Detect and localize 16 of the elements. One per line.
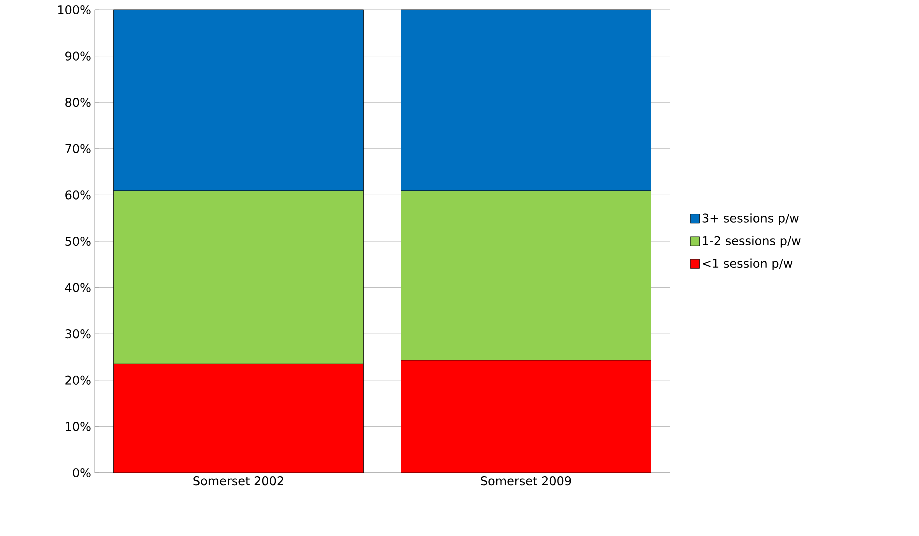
y-tick-label: 20% xyxy=(66,376,91,385)
x-tick-label: Somerset 2009 xyxy=(481,476,572,486)
y-tick-label: 10% xyxy=(66,422,91,432)
y-tick-label: 90% xyxy=(66,52,91,61)
legend-label: 3+ sessions p/w xyxy=(702,214,799,226)
legend-label: 1-2 sessions p/w xyxy=(703,236,801,248)
y-tick-label: 80% xyxy=(66,98,91,108)
legend-label: <1 session p/w xyxy=(703,258,793,270)
y-tick-label: 40% xyxy=(65,283,91,292)
y-tick-label: 100% xyxy=(58,5,91,15)
y-tick-label: 50% xyxy=(66,236,91,246)
y-tick-label: 30% xyxy=(66,330,91,339)
y-tick-label: 0% xyxy=(73,468,91,478)
y-tick-label: 70% xyxy=(66,144,91,154)
y-tick-label: 60% xyxy=(66,190,91,200)
x-tick-label: Somerset 2002 xyxy=(194,476,284,486)
